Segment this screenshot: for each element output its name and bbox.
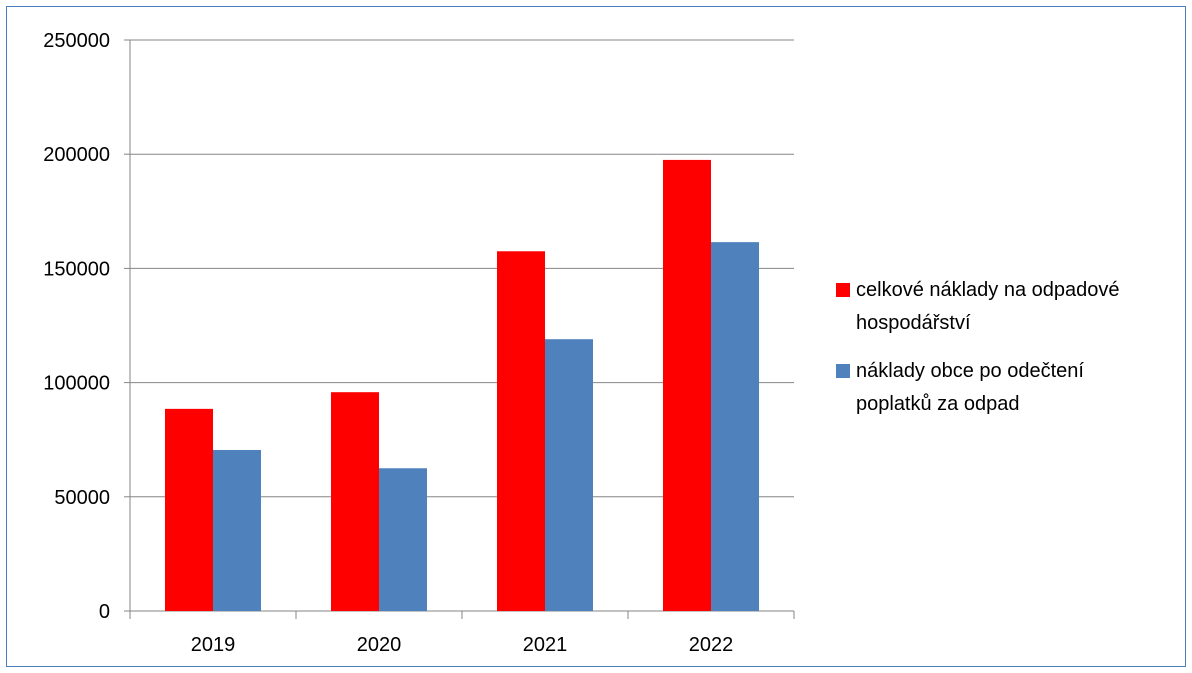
bar-total-costs-2021: [497, 251, 545, 611]
bar-total-costs-2020: [331, 392, 379, 611]
legend: celkové náklady na odpadové hospodářství n…: [836, 279, 1120, 415]
legend-swatch: [836, 364, 850, 378]
bar-net-costs-2019: [213, 449, 261, 611]
bar-total-costs-2019: [165, 408, 213, 611]
x-tick-label: 2019: [191, 634, 236, 656]
legend-label: celkové náklady na odpadové: [856, 279, 1120, 301]
bar-total-costs-2022: [663, 159, 711, 611]
legend-label: poplatků za odpad: [856, 393, 1019, 415]
y-tick-label: 0: [99, 601, 110, 623]
bar-net-costs-2021: [545, 339, 593, 611]
x-tick-label: 2021: [523, 634, 568, 656]
y-tick-label: 250000: [43, 30, 110, 52]
bars: [165, 159, 759, 611]
bar-net-costs-2022: [711, 242, 759, 611]
x-tick-label: 2020: [357, 634, 402, 656]
y-tick-label: 50000: [54, 487, 110, 509]
y-tick-label: 100000: [43, 373, 110, 395]
bar-net-costs-2020: [379, 468, 427, 611]
y-tick-label: 200000: [43, 144, 110, 166]
x-tick-labels: 2019 2020 2021 2022: [191, 634, 734, 656]
legend-label: náklady obce po odečtení: [856, 360, 1084, 382]
y-tick-label: 150000: [43, 258, 110, 280]
y-tick-labels: 0 50000 100000 150000 200000 250000: [43, 30, 110, 623]
legend-swatch: [836, 283, 850, 297]
legend-label: hospodářství: [856, 312, 971, 334]
x-tick-label: 2022: [689, 634, 734, 656]
